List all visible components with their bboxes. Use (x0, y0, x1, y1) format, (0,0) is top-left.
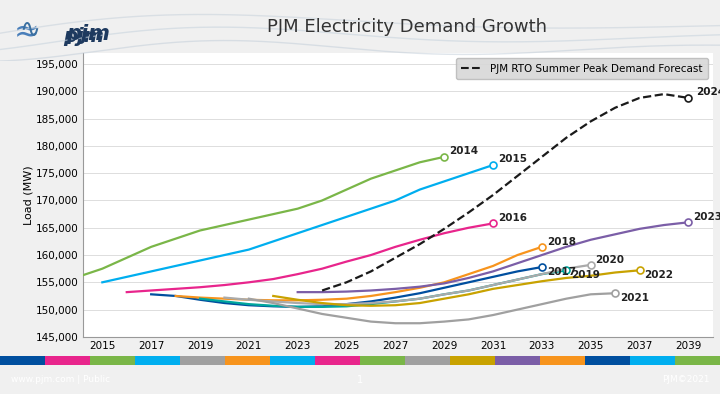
Text: ≈: ≈ (14, 18, 40, 47)
Bar (675, 356, 720, 365)
Text: 2019: 2019 (571, 271, 600, 281)
Text: 2020: 2020 (595, 255, 624, 265)
Text: PJM©2021: PJM©2021 (662, 375, 709, 384)
Text: 2015: 2015 (498, 154, 527, 164)
Bar (630, 356, 675, 365)
Text: 2018: 2018 (546, 237, 576, 247)
Y-axis label: Load (MW): Load (MW) (23, 165, 33, 225)
Text: 2014: 2014 (449, 146, 478, 156)
Bar (315, 356, 360, 365)
Bar (0, 356, 45, 365)
Bar (450, 356, 495, 365)
Text: www.pjm.com | Public: www.pjm.com | Public (11, 375, 110, 384)
Text: 2024: 2024 (696, 87, 720, 97)
Text: 2016: 2016 (498, 213, 527, 223)
Bar (45, 356, 90, 365)
Bar (180, 356, 225, 365)
Bar (405, 356, 450, 365)
Bar (585, 356, 630, 365)
Legend: PJM RTO Summer Peak Demand Forecast: PJM RTO Summer Peak Demand Forecast (456, 58, 708, 79)
Text: PJM Electricity Demand Growth: PJM Electricity Demand Growth (267, 18, 546, 36)
Bar (540, 356, 585, 365)
Bar (360, 356, 405, 365)
Bar (270, 356, 315, 365)
Text: pjm: pjm (66, 24, 109, 44)
Text: 2022: 2022 (644, 271, 673, 281)
Text: 2021: 2021 (620, 294, 649, 303)
Text: 1: 1 (357, 375, 363, 385)
Text: 2017: 2017 (546, 267, 576, 277)
Text: 2023: 2023 (693, 212, 720, 222)
Text: ∿: ∿ (19, 17, 40, 41)
Bar (495, 356, 540, 365)
Bar (90, 356, 135, 365)
Text: pjm: pjm (63, 27, 104, 46)
Bar (135, 356, 180, 365)
Bar (225, 356, 270, 365)
